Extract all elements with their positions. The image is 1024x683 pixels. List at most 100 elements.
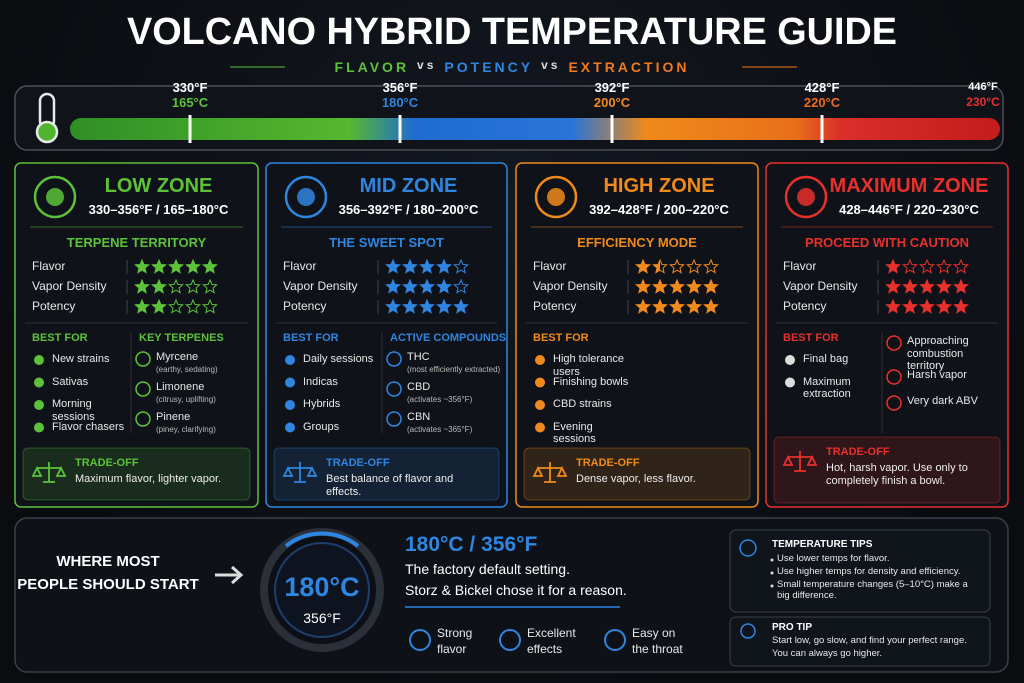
zone-icon: [784, 175, 828, 219]
zone-tagline: TERPENE TERRITORY: [66, 235, 207, 250]
start-heading: WHERE MOST: [56, 553, 160, 570]
rating-star: [919, 298, 935, 314]
subtitle-word: vs: [417, 58, 437, 72]
zone-range: 392–428°F / 200–220°C: [589, 202, 729, 217]
second-item: Limonene: [156, 381, 205, 393]
scale-c: 200°C: [593, 95, 631, 110]
pro-tip-box: [729, 616, 991, 667]
tip-bullet: [770, 558, 774, 562]
rating-star: [635, 258, 651, 274]
rating-star: [919, 258, 935, 274]
zone-name: MAXIMUM ZONE: [829, 175, 989, 197]
rating-star: [151, 278, 167, 294]
item-icon: [886, 369, 902, 385]
scale-c: 165°C: [171, 95, 209, 110]
rating-star: [436, 298, 452, 314]
tradeoff-icon: [532, 462, 568, 483]
rating-label: Flavor: [783, 259, 817, 273]
second-note: (citrusy, uplifting): [156, 395, 216, 404]
item-icon: [535, 422, 545, 433]
zone-range: 356–392°F / 180–200°C: [338, 202, 479, 217]
default-text: The factory default setting.: [405, 561, 570, 577]
rating-star: [453, 298, 469, 314]
zone-card: [265, 162, 508, 508]
best-for-item: Daily sessions: [303, 353, 374, 365]
best-for-title: BEST FOR: [783, 332, 839, 344]
tradeoff-text: Hot, harsh vapor. Use only to completely…: [826, 462, 968, 487]
zone-name: LOW ZONE: [104, 175, 213, 197]
pro-tip-text: Start low, go slow, and find your perfec…: [772, 635, 967, 646]
second-item: Myrcene: [156, 351, 199, 363]
item-icon: [785, 355, 795, 365]
pro-tip-title: PRO TIP: [772, 622, 813, 633]
rating-star: [151, 258, 167, 274]
second-note: (activates ~365°F): [407, 425, 473, 434]
rating-star: [151, 298, 167, 314]
item-icon: [285, 422, 295, 433]
rating-star: [419, 278, 435, 294]
tip-bullet: [770, 571, 774, 575]
rating-label: Flavor: [533, 259, 567, 273]
item-icon: [535, 377, 545, 388]
best-for-item: Finishing bowls: [553, 375, 629, 388]
best-for-item: Indicas: [303, 375, 338, 388]
bulb-icon: [740, 623, 756, 639]
gauge-arc: [284, 531, 360, 548]
rating-label: Vapor Density: [32, 279, 107, 293]
subtitle-word: EXTRACTION: [568, 59, 690, 75]
rating-star: [402, 278, 418, 294]
feature-icon: [499, 629, 521, 651]
item-icon: [886, 335, 902, 351]
tips-title: TEMPERATURE TIPS: [772, 539, 873, 550]
rating-label: Potency: [283, 299, 327, 313]
best-for-item: Evening sessions: [553, 420, 596, 446]
rating-star: [202, 258, 218, 274]
item-icon: [535, 355, 545, 365]
item-icon: [386, 381, 402, 397]
rating-label: Vapor Density: [783, 279, 858, 293]
tradeoff-box: [273, 447, 500, 501]
second-item: THC: [407, 351, 430, 363]
zone-icon-glyph: [46, 188, 64, 206]
rating-star: [385, 258, 401, 274]
thermometer-bulb: [35, 120, 59, 144]
second-title: KEY TERPENES: [139, 332, 224, 344]
best-for-item: Flavor chasers: [52, 420, 125, 433]
best-for-item: New strains: [52, 353, 110, 365]
feature-icon: [409, 629, 431, 651]
rating-star: [185, 258, 201, 274]
rating-star: [953, 278, 969, 294]
rating-star: [402, 258, 418, 274]
zone-card: [765, 162, 1009, 508]
tradeoff-box: [773, 436, 1001, 504]
scale-f: 446°F: [968, 81, 998, 93]
second-item: CBD: [407, 381, 431, 393]
rating-star: [635, 278, 651, 294]
rating-star: [885, 298, 901, 314]
item-icon: [386, 351, 402, 367]
rating-star: [134, 258, 150, 274]
scale-c: 180°C: [381, 95, 419, 110]
tradeoff-title: TRADE-OFF: [75, 457, 139, 469]
second-note: (earthy, sedating): [156, 365, 218, 374]
subtitle-word: POTENCY: [444, 59, 534, 75]
best-for-title: BEST FOR: [32, 332, 88, 344]
title: VOLCANO HYBRID TEMPERATURE GUIDE: [127, 11, 897, 53]
zone-name: MID ZONE: [359, 175, 458, 197]
rating-star: [686, 278, 702, 294]
zone-tagline: EFFICIENCY MODE: [577, 235, 697, 250]
zone-tagline: PROCEED WITH CAUTION: [805, 235, 969, 250]
best-for-item: Final bag: [803, 353, 849, 365]
rating-label: Potency: [783, 299, 827, 313]
tradeoff-icon: [782, 451, 818, 472]
rating-star: [652, 278, 668, 294]
rating-star: [168, 258, 184, 274]
feature-text: the throat: [632, 642, 683, 656]
tips-box: [729, 529, 991, 613]
arrow: [215, 565, 244, 585]
feature-text: effects: [527, 642, 563, 656]
best-for-item: Morning sessions: [52, 398, 95, 423]
zone-name: HIGH ZONE: [603, 175, 715, 197]
best-for-item: High tolerance users: [553, 353, 624, 378]
rating-star: [185, 298, 201, 314]
